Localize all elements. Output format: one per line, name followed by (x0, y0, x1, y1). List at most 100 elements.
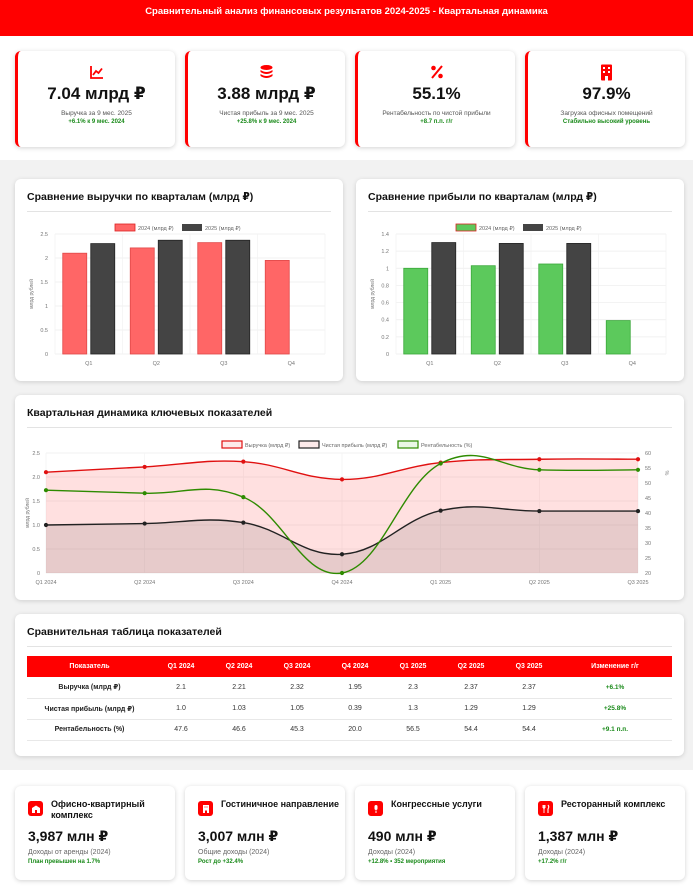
data-point (537, 467, 542, 472)
segment-change: +17.2% г/г (538, 859, 567, 865)
x-tick-label: Q4 2024 (331, 580, 352, 586)
percent-icon (358, 64, 515, 81)
table-cell: Рентабельность (%) (27, 719, 152, 741)
kpi-value: 7.04 млрд ₽ (47, 84, 146, 103)
legend-label: 2025 (млрд ₽) (205, 225, 241, 232)
kpi-label: Выручка за 9 мес. 2025 (61, 110, 132, 117)
segment-label: Общие доходы (2024) (198, 849, 270, 856)
y2-tick-label: 25 (645, 556, 651, 562)
profit-chart-card: Сравнение прибыли по кварталам (млрд ₽) … (356, 179, 684, 381)
data-point (635, 508, 641, 514)
column-header: Q3 2024 (268, 656, 326, 677)
kpi-change: Стабильно высокий уровень (562, 119, 651, 125)
segment-change: План превышен на 1.7% (28, 859, 101, 865)
y-tick-label: 0.8 (381, 283, 389, 289)
table-cell: 2.1 (152, 677, 210, 699)
legend-swatch (455, 223, 477, 232)
kpi-value: 55.1% (412, 84, 461, 103)
building-icon (528, 64, 685, 81)
coins-icon (188, 64, 345, 81)
data-point (241, 520, 246, 525)
y-tick-label: 0.2 (381, 335, 389, 341)
legend-swatch (397, 440, 419, 449)
legend-swatch (182, 224, 202, 231)
dynamics-chart-title: Квартальная динамика ключевых показателе… (27, 407, 273, 419)
bar-2025 (566, 243, 592, 355)
data-point (43, 488, 49, 493)
table-row: Выручка (млрд ₽) 2.1 2.21 2.32 1.95 2.3 … (27, 677, 672, 699)
column-header: Показатель (27, 656, 152, 677)
y-tick-label: 0.6 (381, 301, 389, 307)
data-point (438, 461, 443, 466)
data-point (43, 470, 49, 475)
table-cell: 2.3 (384, 677, 442, 699)
y-tick-label: 0 (386, 352, 389, 358)
bar-2025 (431, 242, 457, 355)
segment-card-hotel: Гостиничное направление 3,007 млн ₽ Общи… (185, 786, 345, 880)
table-cell: 45.3 (268, 719, 326, 741)
divider (368, 211, 672, 212)
column-header: Q1 2024 (152, 656, 210, 677)
y-tick-label: 0 (45, 352, 48, 358)
x-tick-label: Q4 (629, 361, 636, 367)
segment-title: Гостиничное направление (221, 799, 339, 809)
data-point (537, 457, 542, 462)
x-tick-label: Q1 2025 (430, 580, 451, 586)
bar-2024 (403, 267, 429, 355)
y-tick-label: 0.5 (40, 328, 48, 334)
x-tick-label: Q1 2024 (35, 580, 56, 586)
table-cell: 1.29 (442, 698, 500, 720)
header-bar: Сравнительный анализ финансовых результа… (0, 0, 693, 36)
data-point (142, 491, 147, 496)
table-cell: 2.21 (210, 677, 268, 699)
y-axis-label: млрд рублей (28, 279, 35, 309)
segment-card-office: Офисно-квартирный комплекс 3,987 млн ₽ Д… (15, 786, 175, 880)
y2-tick-label: 35 (645, 526, 651, 532)
revenue-bar-chart: 2024 (млрд ₽) 2025 (млрд ₽) 0 0.5 1 1.5 2 2.5 мл… (28, 223, 326, 367)
y-tick-label: 1 (386, 266, 389, 272)
utensils-icon (538, 801, 553, 816)
legend-swatch (523, 224, 543, 231)
segment-label: Доходы (2024) (368, 849, 416, 856)
kpi-value: 97.9% (582, 84, 631, 103)
table-cell: 47.6 (152, 719, 210, 741)
y2-tick-label: 55 (645, 466, 651, 472)
building-icon (28, 801, 43, 816)
comparison-table: Показатель Q1 2024 Q2 2024 Q3 2024 Q4 20… (27, 656, 672, 741)
table-row: Рентабельность (%) 47.6 46.6 45.3 20.0 5… (27, 719, 672, 741)
segment-card-congress: Конгрессные услуги 490 млн ₽ Доходы (202… (355, 786, 515, 880)
column-header: Q2 2025 (442, 656, 500, 677)
bar-2024 (605, 320, 631, 355)
table-header-row: Показатель Q1 2024 Q2 2024 Q3 2024 Q4 20… (27, 656, 672, 677)
profit-chart-title: Сравнение прибыли по кварталам (млрд ₽) (368, 191, 597, 203)
y-tick-label: 1.2 (381, 249, 389, 255)
data-point (241, 459, 246, 464)
segment-title: Офисно-квартирный комплекс (51, 799, 145, 820)
data-point (241, 495, 246, 500)
kpi-card-occupancy: 97.9% Загрузка офисных помещений Стабиль… (525, 51, 685, 147)
bar-2025 (90, 243, 116, 355)
segment-value: 1,387 млн ₽ (538, 828, 619, 844)
segment-label: Доходы от аренды (2024) (28, 849, 111, 856)
data-point (635, 457, 641, 462)
segment-title: Конгрессные услуги (391, 799, 482, 809)
data-point (339, 570, 345, 576)
column-header: Q3 2025 (500, 656, 558, 677)
bar-2025 (225, 239, 251, 355)
bar-2024 (264, 260, 290, 355)
revenue-chart-title: Сравнение выручки по кварталам (млрд ₽) (27, 191, 254, 203)
legend-label: Рентабельность (%) (421, 443, 473, 449)
legend-label: 2025 (млрд ₽) (546, 225, 582, 232)
y-tick-label: 1.5 (32, 499, 40, 505)
table-row: Чистая прибыль (млрд ₽) 1.0 1.03 1.05 0.… (27, 698, 672, 720)
data-point (142, 464, 147, 470)
x-tick-label: Q1 (426, 361, 433, 367)
bar-2024 (129, 247, 155, 355)
y-tick-label: 0.4 (381, 318, 389, 324)
data-point (43, 522, 49, 528)
segment-change: Рост до +32.4% (198, 859, 244, 865)
x-tick-label: Q2 (153, 361, 160, 367)
y2-tick-label: 45 (645, 496, 651, 502)
data-point (537, 508, 542, 514)
x-tick-label: Q1 (85, 361, 92, 367)
